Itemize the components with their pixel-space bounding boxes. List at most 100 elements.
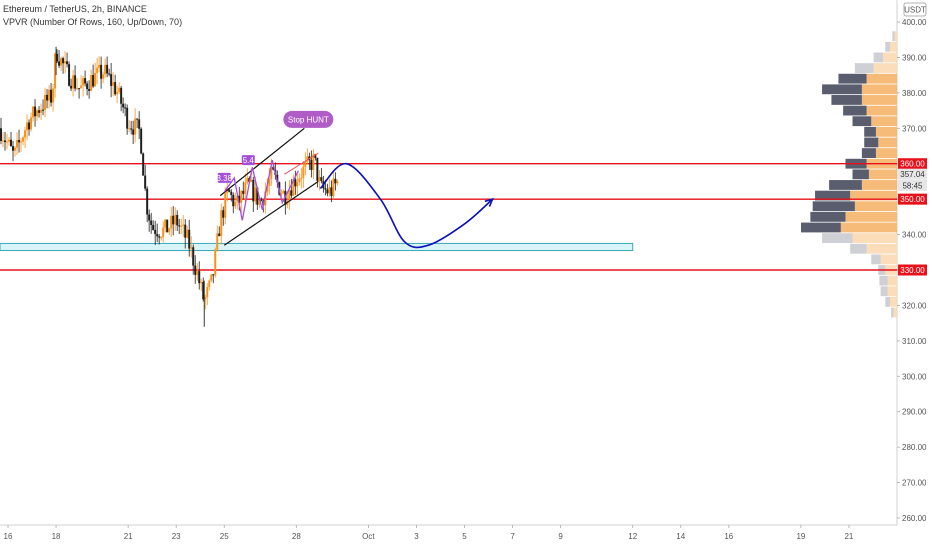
- candle-body: [252, 179, 255, 202]
- candle-body: [182, 224, 185, 226]
- vp-row-up: [854, 201, 897, 212]
- candle-body: [190, 247, 193, 249]
- candle-body: [170, 215, 173, 229]
- candle-body: [42, 109, 45, 111]
- vp-row-down: [852, 116, 872, 127]
- candle-body: [242, 190, 245, 194]
- annotation-bubble[interactable]: [283, 110, 334, 128]
- candle-body: [154, 229, 157, 235]
- vp-row-down: [822, 84, 862, 95]
- candle-body: [78, 88, 81, 90]
- candle-body: [218, 233, 221, 237]
- volume-profile: [801, 31, 897, 318]
- annotation-tag[interactable]: [217, 172, 231, 183]
- time-axis[interactable]: 16 18 21 23 25 28 Oct 3 5 7 9 12 14 16 19 21: [4, 525, 854, 541]
- candle-body: [266, 185, 269, 192]
- candle-body: [46, 94, 49, 101]
- candle-body: [108, 73, 111, 75]
- candle-body: [336, 181, 339, 184]
- candle-body: [118, 87, 121, 93]
- candle-body: [126, 107, 129, 129]
- candle-body: [28, 122, 31, 130]
- candle-body: [104, 64, 107, 75]
- vp-row-up: [894, 31, 897, 42]
- candle-body: [52, 88, 55, 103]
- level-price-tag-box[interactable]: [898, 158, 927, 170]
- current-price-tag-box[interactable]: [898, 168, 927, 180]
- candle-body: [184, 224, 187, 238]
- candle-body: [4, 140, 7, 143]
- candle-body: [84, 78, 87, 84]
- candle-body: [8, 139, 11, 142]
- currency-badge-box[interactable]: [903, 2, 927, 17]
- indicator-legend: VPVR (Number Of Rows, 160, Up/Down, 70): [3, 17, 183, 27]
- level-price-tag-box[interactable]: [898, 193, 927, 205]
- vp-row-up: [878, 137, 897, 148]
- candle-body: [300, 177, 303, 179]
- candle-body: [66, 61, 69, 65]
- wave-path[interactable]: [223, 160, 299, 221]
- candle-body: [166, 219, 169, 233]
- candle-body: [144, 175, 147, 189]
- candle-body: [116, 92, 119, 95]
- vp-row-down: [892, 31, 895, 42]
- candle-body: [110, 74, 113, 86]
- candle-body: [236, 195, 239, 202]
- candle-body: [268, 179, 271, 186]
- annotation-tag[interactable]: [241, 155, 255, 166]
- vp-row-up: [868, 169, 897, 180]
- candle-body: [124, 107, 127, 109]
- channel-upper-line[interactable]: [219, 127, 305, 197]
- candle-body: [30, 117, 33, 130]
- candle-body: [94, 72, 97, 87]
- vp-row-down: [873, 52, 883, 63]
- vp-row-up: [889, 296, 897, 307]
- candle-body: [106, 64, 109, 74]
- y-tick-label: 380.00: [902, 89, 927, 98]
- channel-mid-line[interactable]: [284, 152, 319, 175]
- level-price-tag: 350.00: [900, 195, 925, 204]
- candle-body: [72, 75, 75, 89]
- vp-row-up: [845, 211, 897, 222]
- vp-row-down: [880, 286, 888, 297]
- vp-row-up: [887, 286, 897, 297]
- y-tick-label: 390.00: [902, 53, 927, 62]
- candle-body: [220, 210, 223, 237]
- annotation-tag-text: 5.4: [243, 156, 255, 165]
- level-price-tag-box[interactable]: [898, 264, 927, 276]
- y-tick-label: 370.00: [902, 124, 927, 133]
- candle-body: [174, 214, 177, 225]
- channel-lower-line[interactable]: [223, 180, 319, 246]
- price-axis[interactable]: 260.00 270.00 280.00 290.00 300.00 310.00 320.…: [897, 18, 927, 523]
- vp-row-up: [852, 233, 897, 244]
- bar-countdown-tag-box[interactable]: [898, 180, 927, 192]
- forecast-curve[interactable]: [319, 162, 494, 249]
- support-zone[interactable]: [0, 242, 634, 252]
- vp-row-down: [812, 201, 855, 212]
- vp-row-up: [840, 222, 897, 233]
- candle-body: [82, 78, 85, 86]
- x-tick-label: 9: [558, 532, 563, 541]
- vp-row-up: [850, 190, 897, 201]
- candle-body: [206, 287, 209, 298]
- currency-badge: USDT: [904, 6, 926, 15]
- candle-body: [320, 177, 323, 182]
- candle-body: [40, 109, 43, 113]
- candle-body: [234, 201, 237, 207]
- candle-body: [228, 189, 231, 192]
- candle-body: [38, 110, 41, 113]
- candle-body: [250, 179, 253, 182]
- candle-body: [120, 87, 123, 104]
- candle-body: [314, 154, 317, 158]
- vp-row-up: [861, 180, 897, 190]
- vp-row-up: [887, 275, 897, 286]
- candle-body: [122, 103, 125, 108]
- vp-row-down: [829, 180, 862, 190]
- current-price-tag: 357.04: [900, 170, 925, 179]
- candle-body: [324, 188, 327, 190]
- candle-body: [270, 166, 273, 180]
- candle-body: [176, 214, 179, 226]
- candle-body: [68, 64, 71, 86]
- candle-body: [134, 118, 137, 135]
